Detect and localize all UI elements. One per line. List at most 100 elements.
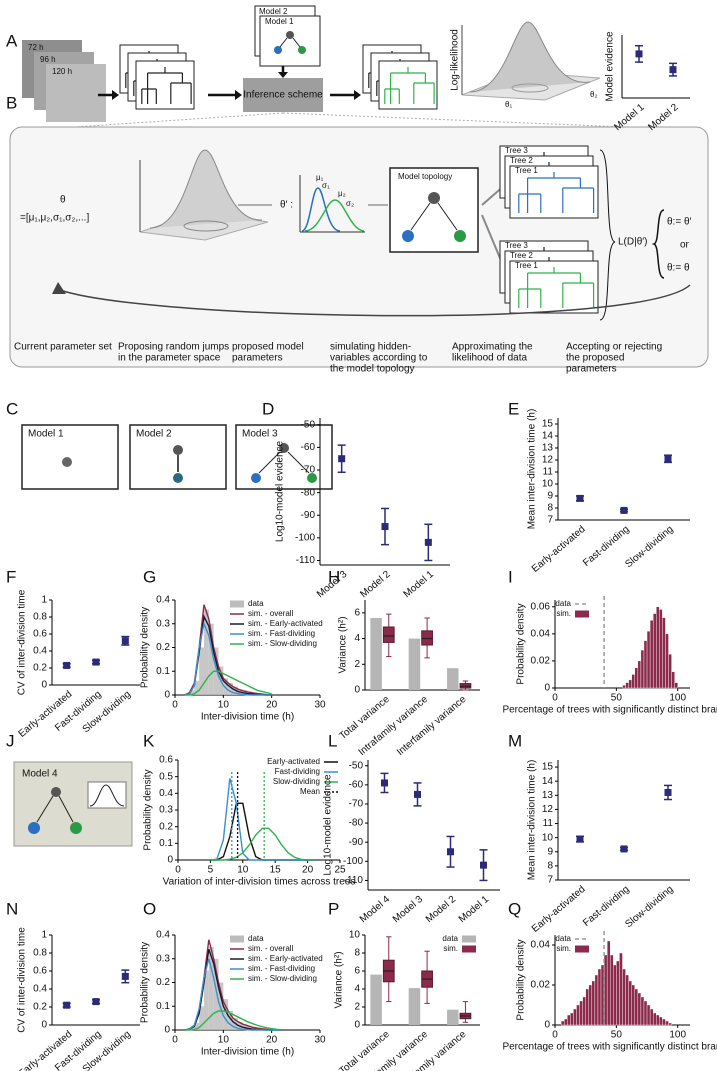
hist-bar	[652, 1012, 657, 1026]
axis-label: θ₂	[590, 90, 598, 99]
panel-label: D	[262, 399, 274, 418]
hist-bar	[662, 1018, 666, 1026]
zoom-line	[282, 112, 651, 129]
y-tick-label: 1	[41, 930, 47, 941]
hist-bar	[223, 678, 229, 695]
likelihood-surface	[461, 21, 601, 101]
marker	[121, 972, 129, 980]
hist-bar	[204, 609, 209, 695]
marker	[381, 523, 389, 531]
x-tick-label: Model 2	[358, 569, 393, 601]
axis-label: Log-likelihood	[450, 29, 461, 91]
marker	[92, 658, 100, 666]
x-axis-label: Inter-division time (h)	[201, 1047, 294, 1058]
node	[70, 822, 82, 834]
x-tick-label: Slow-dividing	[623, 884, 675, 930]
y-tick-label: 8	[354, 948, 360, 959]
time-label: 120 h	[52, 67, 72, 76]
model-label: Model 3	[242, 429, 278, 440]
x-tick-label: Early-activated	[530, 884, 588, 935]
y-tick-label: 0.4	[33, 646, 47, 657]
hist-bar	[656, 606, 660, 689]
legend-swatch	[575, 610, 589, 618]
y-tick-label: 6	[354, 966, 360, 977]
caption: Current parameter set	[14, 342, 112, 353]
hist-bar	[665, 1020, 669, 1026]
legend-label: Mean	[300, 787, 320, 796]
hist-bar	[631, 674, 635, 689]
y-axis-label: Log10-model evidence	[323, 774, 334, 876]
x-tick-label: 10	[218, 1035, 230, 1046]
y-tick-label: 13	[542, 443, 554, 454]
hist-bar	[199, 1006, 204, 1030]
y-tick-label: 12	[542, 804, 554, 815]
y-tick-label: 9	[547, 491, 553, 502]
edge	[36, 795, 74, 823]
y-tick-label: -90	[349, 837, 364, 848]
hist-bar	[567, 1014, 571, 1026]
tree-label: Tree 2	[510, 156, 533, 165]
model-label: Model 2	[259, 7, 288, 16]
y-tick-label: -50	[349, 760, 364, 771]
hist-bar	[582, 996, 586, 1026]
caption: likelihood of data	[452, 353, 527, 364]
legend-label: sim. - Early-activated	[248, 954, 323, 963]
y-axis-label: Probability density	[140, 607, 151, 688]
marker	[424, 538, 432, 546]
proposal-surface	[139, 149, 269, 241]
x-tick-label: 0	[552, 1030, 558, 1041]
y-tick-label: 0.02	[531, 656, 551, 667]
x-tick-label: 0	[175, 865, 181, 876]
y-tick-label: 0.2	[33, 1002, 47, 1013]
hist-bar	[579, 1000, 583, 1026]
hist-bar	[591, 980, 596, 1026]
y-tick-label: 8	[547, 861, 553, 872]
legend-label: data	[555, 934, 571, 943]
y-tick-label: 4	[354, 633, 360, 644]
x-tick-label: 100	[669, 1030, 686, 1041]
panel-label: I	[508, 567, 513, 586]
marker	[447, 848, 454, 856]
hist-bar	[643, 1000, 648, 1026]
gaussian-sketch	[299, 175, 365, 233]
marker	[620, 845, 628, 853]
node	[454, 230, 466, 242]
hist-bar	[659, 609, 663, 689]
node	[298, 46, 306, 54]
hist-bar	[610, 954, 614, 1026]
hist-bar	[223, 999, 229, 1030]
x-tick-label: Intrafamily variance	[357, 694, 431, 758]
hist-bar	[606, 940, 611, 1026]
line	[184, 958, 282, 1031]
legend-label: sim. - Slow-dividing	[248, 639, 317, 648]
y-tick-label: 7	[547, 515, 553, 526]
hist-bar	[573, 1008, 577, 1026]
hist-bar	[204, 970, 209, 1030]
x-tick-label: Model 1	[402, 569, 437, 601]
x-tick-label: 100	[669, 693, 686, 704]
hist-bar	[208, 946, 214, 1030]
hist-bar	[594, 974, 599, 1026]
caption: the model topology	[330, 364, 415, 375]
x-axis-label: Variation of inter-division times across…	[163, 877, 356, 888]
theta-prime: θ′ :	[280, 200, 293, 211]
legend-label: sim. - Fast-dividing	[248, 629, 315, 638]
panel-label: B	[6, 93, 17, 112]
legend-label: Slow-dividing	[273, 777, 320, 786]
y-tick-label: 2	[354, 659, 360, 670]
time-label: 96 h	[40, 55, 56, 64]
hist-bar	[564, 1018, 568, 1026]
hist-bar	[631, 984, 635, 1026]
model-card	[259, 15, 321, 67]
legend-label: sim. - overall	[248, 944, 294, 953]
marker	[480, 861, 487, 869]
hist-bar	[634, 667, 639, 689]
hist-bar	[625, 682, 629, 689]
panel-label: E	[508, 399, 519, 418]
model-label: Model 1	[28, 429, 64, 440]
panel-label: M	[508, 731, 522, 750]
y-tick-label: 9	[547, 846, 553, 857]
topology-label: Model topology	[398, 172, 452, 181]
tree-label: Tree 1	[515, 261, 538, 270]
y-tick-label: 2	[354, 1002, 360, 1013]
